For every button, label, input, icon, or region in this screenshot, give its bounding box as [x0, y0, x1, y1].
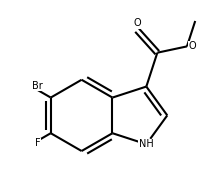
Text: F: F — [35, 138, 41, 148]
Text: Br: Br — [32, 81, 43, 91]
Text: NH: NH — [139, 139, 154, 149]
Text: O: O — [133, 18, 141, 28]
Text: O: O — [189, 41, 196, 51]
